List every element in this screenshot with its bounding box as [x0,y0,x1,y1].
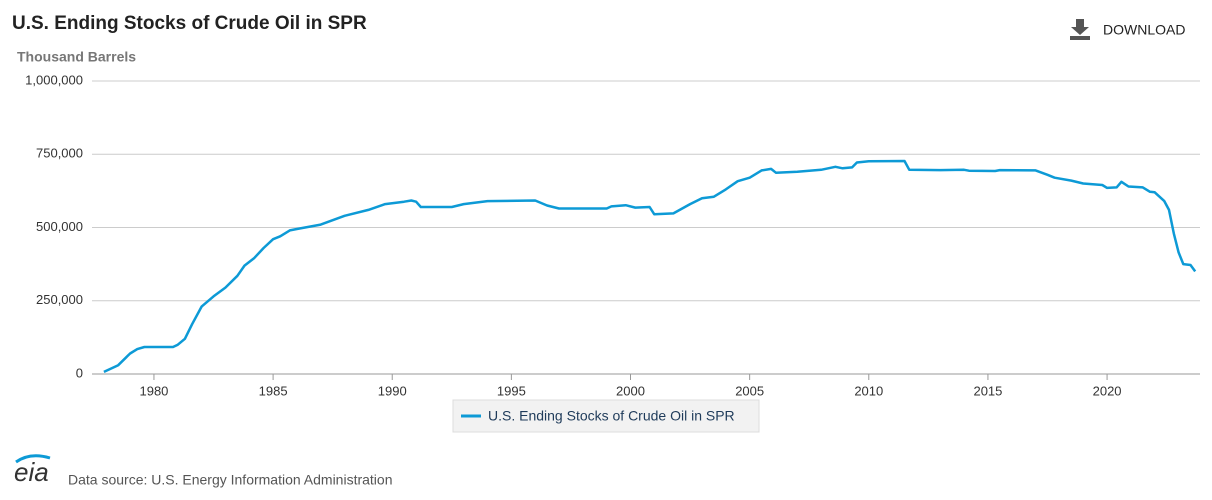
download-icon [1070,19,1090,40]
chart-title: U.S. Ending Stocks of Crude Oil in SPR [12,13,367,34]
y-tick-label: 1,000,000 [25,72,83,87]
x-tick-label: 2010 [854,383,883,398]
x-tick-label: 2020 [1093,383,1122,398]
logo-swoosh [15,454,51,464]
legend: U.S. Ending Stocks of Crude Oil in SPR [452,399,760,433]
data-line [103,159,1197,374]
download-button[interactable]: DOWNLOAD [1070,19,1185,40]
y-axis-label: Thousand Barrels [17,49,136,65]
download-label[interactable]: DOWNLOAD [1103,22,1185,38]
x-tick-label: 1985 [259,383,288,398]
y-tick-label: 250,000 [36,292,83,307]
legend-label: U.S. Ending Stocks of Crude Oil in SPR [488,408,735,424]
x-tick-label: 2000 [616,383,645,398]
y-tick-label: 750,000 [36,146,83,161]
x-tick-label: 2015 [973,383,1002,398]
y-tick-label: 500,000 [36,219,83,234]
source-note: Data source: U.S. Energy Information Adm… [68,472,392,488]
legend-box [452,399,760,433]
x-tick-label: 1995 [497,383,526,398]
x-tick-label: 2005 [735,383,764,398]
y-tick-label: 0 [76,365,83,380]
logo: eia [14,457,49,487]
x-tick-label: 1990 [378,383,407,398]
x-tick-label: 1980 [139,383,168,398]
